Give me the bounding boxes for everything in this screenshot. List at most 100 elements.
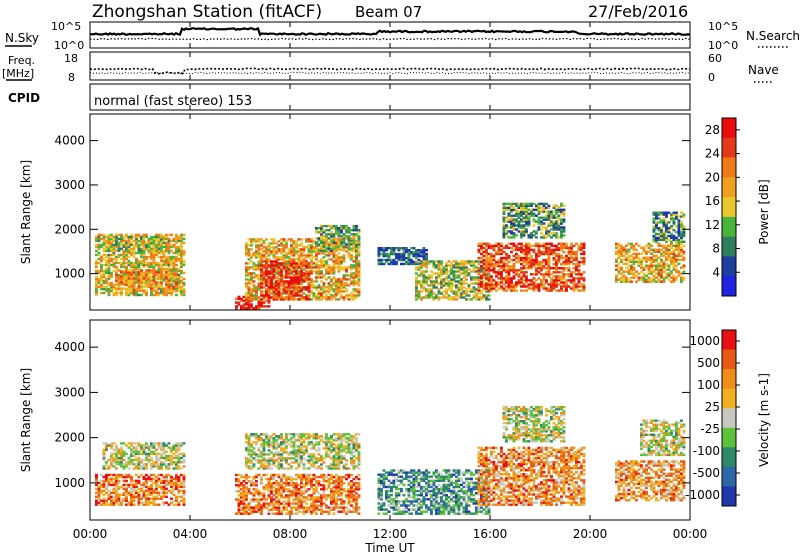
data-cell: [160, 461, 163, 464]
data-cell: [177, 257, 181, 261]
data-cell: [280, 258, 283, 261]
data-cell: [472, 282, 476, 285]
data-cell: [537, 244, 541, 248]
data-cell: [335, 280, 338, 283]
data-cell: [147, 485, 151, 489]
data-cell: [485, 254, 488, 258]
data-cell: [160, 233, 163, 237]
data-cell: [502, 250, 506, 254]
data-cell: [137, 287, 141, 291]
data-cell: [302, 268, 306, 271]
data-cell: [675, 213, 678, 216]
data-cell: [455, 294, 458, 297]
data-cell: [552, 287, 556, 290]
data-cell: [105, 485, 108, 489]
data-cell: [102, 485, 106, 489]
data-cell: [150, 458, 153, 462]
data-cell: [452, 260, 456, 263]
data-cell: [525, 224, 528, 227]
data-cell: [290, 298, 293, 301]
data-cell: [340, 260, 343, 263]
data-cell: [245, 292, 248, 295]
data-cell: [662, 278, 666, 281]
data-cell: [122, 477, 126, 481]
data-cell: [177, 456, 181, 460]
data-cell: [160, 259, 163, 263]
data-cell: [155, 289, 158, 292]
data-cell: [312, 240, 316, 243]
data-cell: [475, 292, 478, 295]
noise-search-label: N.Search: [746, 29, 800, 43]
data-cell: [320, 272, 323, 275]
data-cell: [500, 279, 503, 282]
data-cell: [317, 231, 321, 234]
data-cell: [672, 264, 676, 267]
data-cell: [152, 293, 156, 297]
data-cell: [162, 253, 166, 257]
data-cell: [427, 274, 431, 277]
data-cell: [110, 456, 113, 460]
data-cell: [522, 289, 526, 292]
data-cell: [132, 493, 136, 496]
data-cell: [145, 247, 148, 251]
data-cell: [170, 287, 173, 290]
data-cell: [137, 467, 141, 470]
data-cell: [542, 260, 546, 264]
data-cell: [677, 219, 681, 222]
data-cell: [340, 262, 343, 265]
data-cell: [635, 248, 638, 251]
data-cell: [580, 275, 583, 278]
data-cell: [317, 243, 321, 246]
data-cell: [567, 263, 571, 266]
data-cell: [322, 296, 326, 299]
data-cell: [155, 461, 158, 464]
data-cell: [310, 248, 313, 251]
data-cell: [320, 245, 323, 248]
data-cell: [295, 288, 298, 291]
data-cell: [447, 284, 451, 287]
data-cell: [540, 206, 543, 209]
data-cell: [535, 236, 538, 239]
data-cell: [487, 271, 491, 274]
data-cell: [250, 238, 253, 241]
data-cell: [422, 288, 426, 291]
data-cell: [325, 224, 328, 228]
data-cell: [515, 210, 518, 213]
data-cell: [682, 232, 686, 236]
data-cell: [660, 258, 663, 261]
data-cell: [357, 264, 361, 267]
data-cell: [467, 268, 471, 271]
data-cell: [502, 289, 506, 292]
data-cell: [165, 283, 168, 286]
data-cell: [170, 279, 173, 283]
data-cell: [160, 281, 163, 284]
data-cell: [140, 467, 143, 470]
data-cell: [470, 278, 473, 281]
data-cell: [130, 263, 133, 267]
data-cell: [380, 249, 383, 252]
data-cell: [145, 454, 148, 458]
data-cell: [105, 247, 108, 250]
data-cell: [292, 264, 296, 267]
data-cell: [632, 252, 636, 255]
data-cell: [120, 293, 123, 297]
data-cell: [657, 236, 661, 240]
data-cell: [465, 298, 468, 301]
data-cell: [145, 275, 148, 278]
data-cell: [167, 467, 171, 470]
data-cell: [115, 255, 118, 259]
data-cell: [150, 289, 153, 292]
data-cell: [292, 266, 296, 269]
data-cell: [150, 452, 153, 456]
data-cell: [130, 289, 133, 292]
data-cell: [302, 246, 306, 249]
data-cell: [557, 210, 561, 213]
data-cell: [305, 260, 308, 263]
data-cell: [127, 261, 131, 265]
data-cell: [125, 499, 128, 502]
data-cell: [102, 285, 106, 289]
data-cell: [252, 298, 256, 301]
data-cell: [672, 238, 676, 242]
data-cell: [340, 258, 343, 261]
data-cell: [332, 264, 336, 267]
